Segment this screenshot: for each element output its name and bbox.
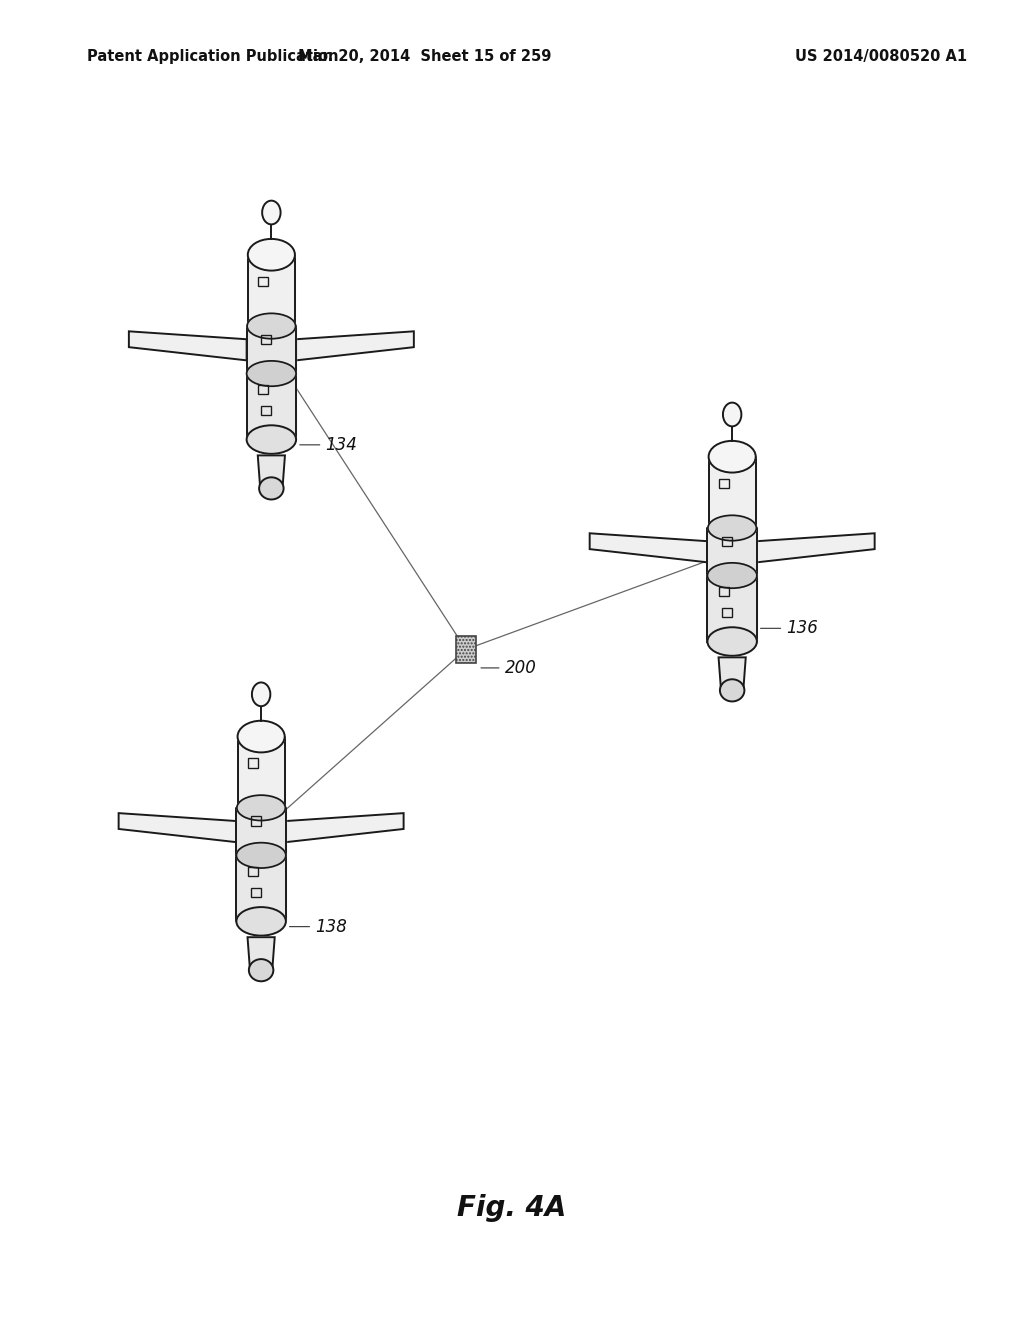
Circle shape	[252, 682, 270, 706]
Bar	[248, 867, 258, 876]
Text: 200: 200	[505, 659, 537, 677]
Text: US 2014/0080520 A1: US 2014/0080520 A1	[795, 49, 967, 65]
Polygon shape	[237, 855, 286, 921]
Polygon shape	[296, 331, 414, 360]
Ellipse shape	[247, 360, 296, 387]
Polygon shape	[129, 331, 247, 360]
Text: Mar. 20, 2014  Sheet 15 of 259: Mar. 20, 2014 Sheet 15 of 259	[298, 49, 552, 65]
Ellipse shape	[247, 425, 296, 454]
Polygon shape	[708, 576, 757, 642]
Bar	[722, 607, 732, 618]
Bar	[258, 277, 268, 286]
Bar	[719, 586, 729, 597]
FancyBboxPatch shape	[456, 636, 476, 663]
Polygon shape	[237, 808, 286, 855]
Bar	[722, 536, 732, 546]
Polygon shape	[119, 813, 237, 842]
Ellipse shape	[708, 515, 757, 541]
Polygon shape	[757, 533, 874, 562]
Ellipse shape	[237, 907, 286, 936]
Ellipse shape	[709, 441, 756, 473]
Polygon shape	[248, 937, 274, 970]
Ellipse shape	[708, 562, 757, 589]
Polygon shape	[248, 255, 295, 326]
Ellipse shape	[237, 795, 286, 821]
Bar	[258, 385, 268, 393]
Ellipse shape	[249, 960, 273, 981]
Ellipse shape	[238, 721, 285, 752]
Polygon shape	[258, 455, 285, 488]
Polygon shape	[286, 813, 403, 842]
Bar	[251, 816, 261, 826]
Ellipse shape	[259, 478, 284, 499]
Circle shape	[723, 403, 741, 426]
Polygon shape	[247, 374, 296, 440]
Polygon shape	[238, 737, 285, 808]
Text: 136: 136	[786, 619, 818, 638]
Text: 138: 138	[315, 917, 347, 936]
Polygon shape	[590, 533, 708, 562]
Polygon shape	[247, 326, 296, 374]
Polygon shape	[708, 528, 757, 576]
Bar	[261, 407, 271, 414]
Polygon shape	[709, 457, 756, 528]
Bar	[261, 334, 271, 343]
Text: Fig. 4A: Fig. 4A	[458, 1193, 566, 1222]
Ellipse shape	[247, 313, 296, 339]
Polygon shape	[719, 657, 745, 690]
Text: 134: 134	[326, 436, 357, 454]
Bar	[719, 479, 729, 488]
Circle shape	[262, 201, 281, 224]
Ellipse shape	[237, 842, 286, 869]
Text: Patent Application Publication: Patent Application Publication	[87, 49, 339, 65]
Ellipse shape	[248, 239, 295, 271]
Ellipse shape	[720, 680, 744, 701]
Bar	[251, 888, 261, 898]
Bar	[248, 758, 258, 768]
Ellipse shape	[708, 627, 757, 656]
